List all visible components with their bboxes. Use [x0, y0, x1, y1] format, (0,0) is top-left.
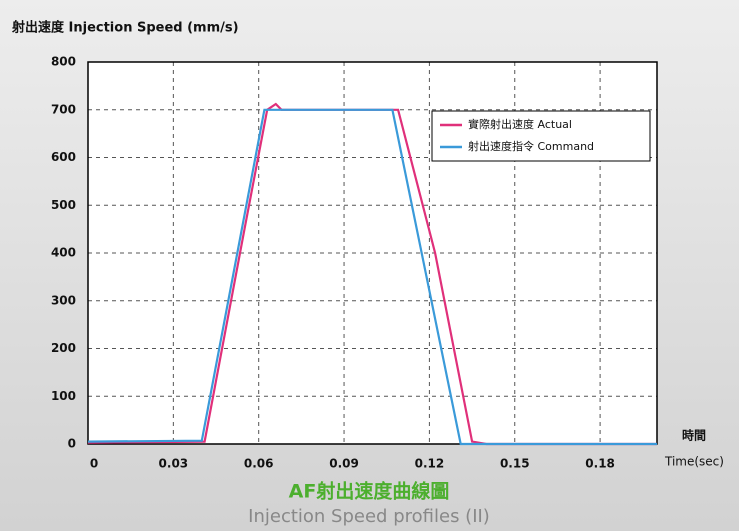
series-line [87, 108, 657, 446]
y-tick-label: 0 [68, 437, 76, 451]
y-axis-title: 射出速度 Injection Speed (mm/s) [11, 20, 239, 36]
y-tick-label: 700 [51, 102, 76, 116]
legend-label: 射出速度指令 Command [468, 139, 594, 153]
y-tick-label: 100 [51, 389, 76, 403]
x-tick-label: 0.06 [244, 457, 274, 471]
x-tick-label: 0.15 [500, 457, 530, 471]
legend-label: 實際射出速度 Actual [468, 117, 572, 131]
caption: AF射出速度曲線圖 [289, 480, 450, 503]
x-tick-label: 0.18 [585, 457, 615, 471]
x-tick-label: 0 [90, 457, 98, 471]
plot-border [87, 61, 658, 445]
y-tick-label: 200 [51, 341, 76, 355]
y-tick-label: 300 [51, 293, 76, 307]
legend-box [431, 110, 651, 162]
x-axis-title: 時間 [682, 428, 706, 443]
y-tick-label: 500 [51, 198, 76, 212]
y-tick-label: 400 [51, 246, 76, 260]
y-tick-label: 600 [51, 150, 76, 164]
x-tick-label: 0.03 [159, 457, 189, 471]
x-tick-label: 0.09 [329, 457, 359, 471]
x-axis-title: Time(sec) [664, 455, 724, 469]
caption: Injection Speed profiles (II) [248, 506, 490, 527]
x-tick-label: 0.12 [415, 457, 445, 471]
y-tick-label: 800 [51, 55, 76, 69]
